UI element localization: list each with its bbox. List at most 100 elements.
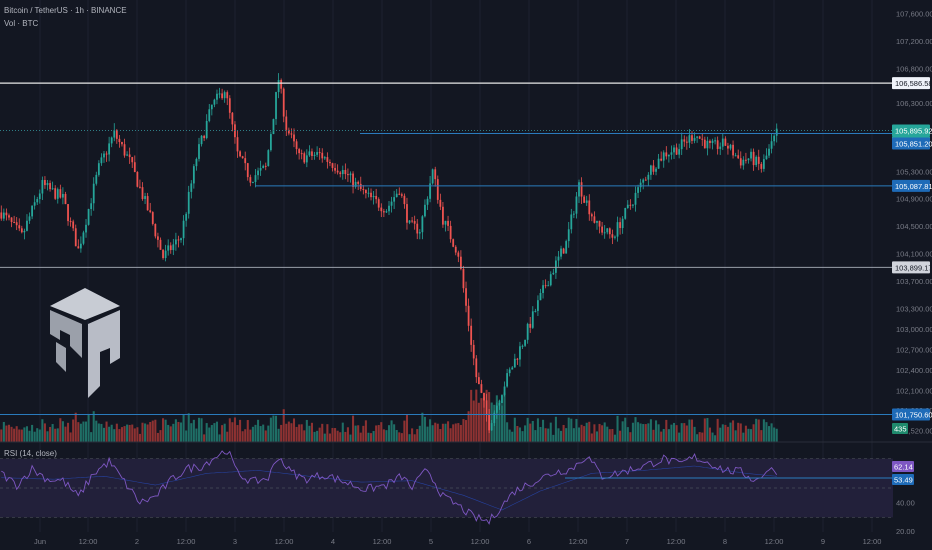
candle-body	[665, 152, 668, 157]
volume-bar	[554, 416, 557, 442]
volume-bar	[385, 430, 388, 442]
candle-body	[331, 163, 334, 168]
volume-bar	[246, 420, 249, 442]
candle-body	[634, 192, 637, 205]
volume-bar	[97, 423, 100, 442]
volume-bar	[413, 434, 416, 442]
volume-bar	[264, 430, 267, 442]
volume-bar	[678, 432, 681, 442]
price-axis[interactable]: 107,600.00 107,200.00 106,800.00 106,300.00…	[0, 10, 932, 443]
volume-bar	[341, 422, 344, 442]
candle-body	[139, 186, 141, 188]
candle-body	[511, 367, 514, 370]
candle-body	[354, 181, 357, 187]
candle-body	[590, 214, 593, 217]
candle-body	[329, 161, 331, 164]
candle-body	[752, 151, 755, 166]
volume-bar	[498, 400, 501, 442]
level-tag-label: 103,899.17	[895, 263, 932, 272]
volume-bar	[775, 428, 778, 442]
candle-body	[246, 163, 249, 178]
candle-body	[775, 128, 778, 136]
candle-body	[439, 199, 442, 207]
volume-bar	[131, 424, 134, 442]
volume-bar	[349, 434, 352, 442]
candle-body	[426, 198, 429, 205]
candle-body	[390, 201, 393, 206]
candle-body	[359, 183, 362, 189]
volume-bar	[54, 428, 57, 442]
volume-bar	[611, 429, 614, 442]
candle-body	[542, 285, 544, 293]
volume-bar	[570, 418, 573, 442]
candle-body	[773, 135, 776, 142]
volume-bar	[326, 424, 329, 442]
volume-bar	[416, 429, 419, 442]
volume-bar	[303, 430, 306, 442]
candle-body	[578, 182, 580, 197]
candle-body	[28, 216, 31, 221]
candle-body	[0, 212, 3, 219]
candle-body	[103, 153, 105, 158]
candle-body	[10, 217, 13, 222]
volume-bar	[724, 424, 727, 442]
candle-body	[709, 140, 711, 143]
volume-bar	[74, 412, 77, 442]
volume-bar	[454, 423, 457, 442]
candle-body	[742, 159, 745, 166]
volume-bar	[231, 422, 234, 442]
candle-body	[87, 209, 90, 225]
volume-bar	[436, 423, 439, 442]
candle-body	[647, 174, 650, 180]
volume-bar	[703, 418, 706, 442]
candle-body	[318, 152, 321, 154]
volume-bar	[357, 425, 360, 442]
volume-bar	[169, 426, 172, 442]
candle-body	[393, 197, 396, 202]
candle-body	[406, 204, 408, 223]
candle-body	[431, 169, 434, 184]
volume-bar	[608, 429, 611, 442]
volume-bar	[49, 426, 52, 442]
candle-body	[49, 183, 51, 190]
volume-bar	[177, 421, 180, 442]
volume-bar	[426, 426, 429, 442]
candle-body	[488, 414, 491, 431]
volume-tag-bg	[892, 423, 908, 434]
candle-body	[8, 215, 10, 218]
price-tick: 107,600.00	[896, 10, 932, 19]
volume-bar	[141, 422, 144, 442]
candle-body	[287, 129, 290, 134]
candle-body	[416, 223, 419, 234]
volume-bar	[367, 432, 370, 442]
candle-body	[187, 191, 190, 214]
volume-bar	[61, 421, 64, 442]
volume-bar	[624, 417, 627, 442]
candle-body	[285, 116, 288, 130]
volume-bar	[123, 426, 126, 442]
time-axis[interactable]: Jun 12:00 2 12:00 3 12:00 4 12:00 5 12:00 6 12:00 7 1…	[34, 537, 881, 546]
time-tick: 12:00	[79, 537, 98, 546]
candle-body	[13, 221, 16, 223]
price-tick: 102,100.00	[896, 387, 932, 396]
volume-bar	[400, 433, 403, 442]
volume-bar	[15, 426, 18, 442]
level-tag-label: 105,087.81	[895, 182, 932, 191]
volume-bar	[380, 422, 383, 442]
candle-body	[257, 170, 259, 176]
volume-bar	[565, 428, 568, 442]
volume-bar	[372, 431, 375, 442]
volume-bar	[382, 429, 385, 442]
candle-body	[624, 208, 627, 219]
volume-bar	[639, 423, 642, 442]
candle-body	[208, 109, 211, 121]
candle-body	[760, 163, 763, 169]
volume-bar	[649, 419, 652, 442]
candle-body	[657, 158, 660, 169]
volume-bar	[621, 421, 624, 442]
volume-bar	[156, 432, 159, 442]
candle-body	[519, 346, 521, 360]
candle-body	[41, 180, 44, 194]
candle-body	[110, 137, 113, 144]
